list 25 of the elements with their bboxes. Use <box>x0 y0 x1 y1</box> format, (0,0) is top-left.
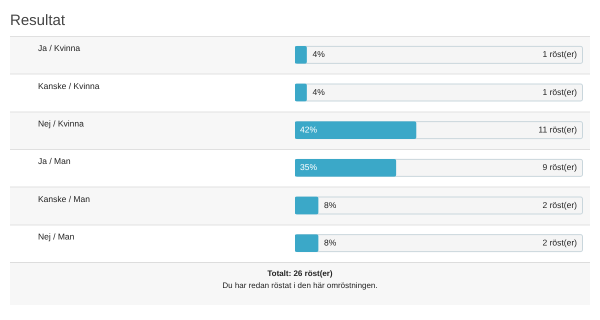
y-tick-label: Kanske / Kvinna <box>38 80 100 91</box>
annotation: 1 röst(er) <box>542 49 578 60</box>
bar <box>295 84 307 102</box>
data-label: 35% <box>300 162 318 172</box>
text: Resultat <box>10 12 66 29</box>
bar <box>295 46 307 64</box>
data-label: 8% <box>324 238 337 248</box>
annotation: 9 röst(er) <box>542 162 578 172</box>
y-tick-label: Nej / Kvinna <box>38 118 84 129</box>
data-label: 42% <box>300 124 318 135</box>
data-label: 8% <box>324 200 337 210</box>
data-label: 4% <box>312 49 326 60</box>
annotation: 2 röst(er) <box>542 238 578 248</box>
text: Totalt: 26 röst(er) <box>266 269 334 278</box>
text: Du har redan röstat i den här omröstningen. <box>221 281 379 290</box>
y-tick-label: Ja / Man <box>38 156 71 166</box>
bar <box>295 234 318 252</box>
y-tick-label: Kanske / Man <box>38 194 90 204</box>
annotation: 11 röst(er) <box>538 124 578 135</box>
bar <box>295 196 318 214</box>
annotation: 1 röst(er) <box>542 86 578 97</box>
y-tick-label: Ja / Kvinna <box>38 43 80 54</box>
data-label: 4% <box>312 86 326 97</box>
y-tick-label: Nej / Man <box>38 232 75 242</box>
annotation: 2 röst(er) <box>542 200 578 210</box>
